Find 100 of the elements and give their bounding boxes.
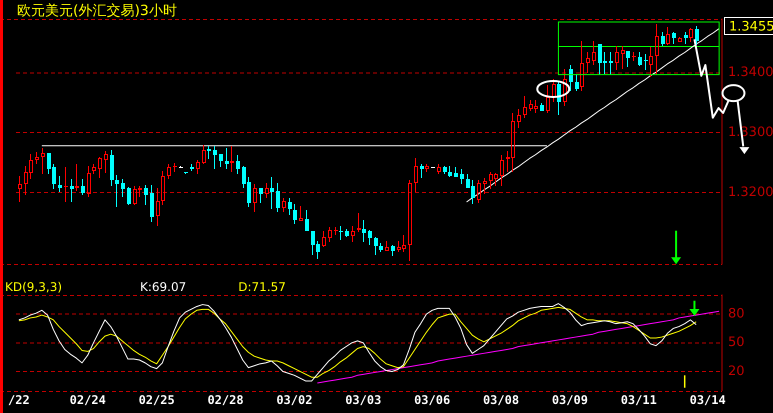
candlestick — [288, 198, 292, 216]
candlestick — [414, 158, 418, 192]
x-tick-label: 03/06 — [414, 392, 450, 407]
candlestick — [460, 168, 464, 184]
candlestick — [127, 186, 131, 206]
x-tick-label: 03/03 — [345, 392, 382, 407]
candlestick — [626, 50, 630, 68]
candlestick — [121, 178, 125, 198]
candlestick — [35, 152, 39, 164]
candlestick — [207, 146, 211, 160]
candlestick — [196, 160, 200, 174]
y-tick-label: 50 — [728, 335, 745, 350]
x-tick-label: 02/25 — [138, 392, 175, 407]
candlestick — [592, 40, 596, 66]
candlestick — [391, 244, 395, 256]
candlestick — [322, 230, 326, 248]
x-tick-label: /22 — [8, 392, 30, 407]
candlestick — [328, 226, 332, 242]
candlestick — [18, 176, 22, 202]
candlestick — [276, 182, 280, 212]
x-tick-label: 02/28 — [207, 392, 244, 407]
candlestick — [270, 176, 274, 210]
candlestick — [678, 36, 682, 42]
candlestick — [219, 154, 223, 168]
candlestick — [70, 178, 74, 202]
candlestick — [253, 184, 257, 212]
candlestick — [236, 154, 240, 174]
candlestick — [689, 28, 693, 42]
candlestick — [64, 166, 68, 202]
candlestick — [615, 46, 619, 70]
candlestick — [230, 146, 234, 172]
candlestick — [351, 226, 355, 242]
candlestick — [305, 210, 309, 232]
candlestick — [408, 180, 412, 262]
candlestick — [282, 198, 286, 212]
y-tick-label: 1.3200 — [728, 184, 773, 200]
x-tick-label: 03/02 — [276, 392, 312, 407]
candlestick — [156, 188, 160, 226]
candlestick — [477, 180, 481, 204]
candlestick — [213, 146, 217, 170]
candlestick — [695, 26, 699, 46]
candlestick — [167, 164, 171, 180]
candlestick — [115, 174, 119, 208]
y-tick-label: 1.3400 — [728, 65, 773, 80]
candlestick — [161, 170, 165, 206]
candlestick — [98, 156, 102, 178]
candlestick — [265, 182, 269, 198]
candlestick — [666, 26, 670, 46]
candlestick — [552, 78, 556, 102]
candlestick — [649, 46, 653, 78]
text: D:71.57 — [238, 280, 286, 294]
chart-title: KD(9,3,3) — [5, 280, 62, 294]
candlestick — [144, 184, 148, 206]
candlestick — [517, 108, 521, 128]
candlestick — [339, 226, 343, 240]
candlestick — [150, 184, 154, 222]
y-tick-label: 20 — [728, 364, 745, 379]
candlestick — [92, 164, 96, 174]
candlestick — [586, 52, 590, 74]
x-tick-label: 03/09 — [552, 392, 588, 407]
candlestick — [41, 148, 45, 174]
candlestick — [580, 40, 584, 92]
candlestick — [609, 52, 613, 76]
x-tick-label: 03/08 — [482, 392, 520, 407]
candlestick — [81, 178, 85, 196]
candlestick — [621, 46, 625, 70]
candlestick — [362, 220, 366, 242]
x-tick-label: 02/24 — [70, 392, 106, 407]
candlestick — [357, 212, 361, 232]
candlestick — [546, 84, 550, 114]
candlestick — [385, 240, 389, 251]
candlestick — [483, 178, 487, 194]
candlestick — [58, 176, 62, 192]
candlestick — [672, 32, 676, 44]
candlestick — [259, 188, 263, 204]
candlestick — [374, 236, 378, 256]
candlestick — [644, 54, 648, 70]
candlestick — [75, 164, 79, 192]
candlestick — [104, 150, 108, 174]
candlestick — [437, 164, 441, 174]
candlestick — [87, 166, 91, 198]
candlestick — [293, 204, 297, 224]
candlestick — [638, 52, 642, 66]
candlestick — [569, 64, 573, 92]
y-tick-label: 80 — [728, 306, 745, 322]
series-label: K:69.07 — [140, 280, 186, 294]
candlestick — [299, 206, 303, 221]
candlestick — [563, 68, 567, 106]
candlestick — [425, 164, 429, 172]
chart-title: 欧元美元(外汇交易)3小时 — [17, 2, 177, 20]
candlestick — [523, 96, 527, 118]
candlestick — [202, 144, 206, 164]
candlestick — [655, 24, 659, 76]
x-tick-label: 03/14 — [690, 392, 726, 407]
candlestick — [448, 166, 452, 178]
candlestick — [500, 154, 504, 186]
candlestick — [420, 164, 424, 178]
x-tick-label: 03/11 — [620, 392, 657, 407]
candlestick — [368, 230, 372, 246]
candlestick — [684, 32, 688, 44]
